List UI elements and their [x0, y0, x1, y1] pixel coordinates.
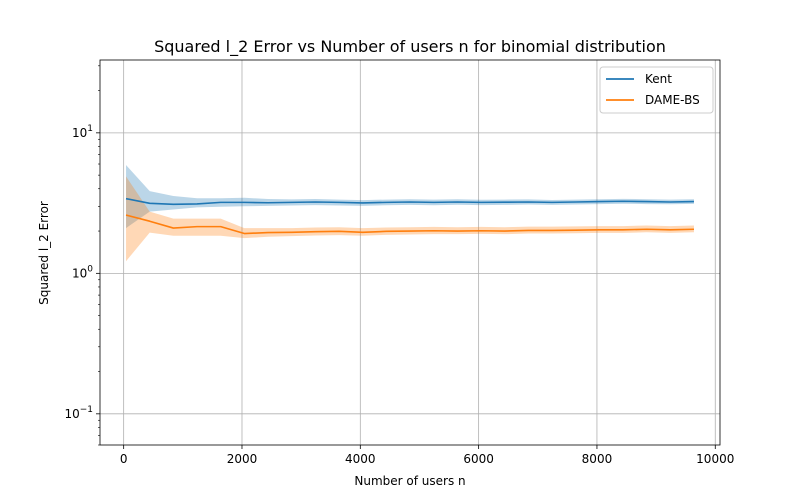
- y-axis-title: Squared l_2 Error: [37, 201, 51, 305]
- x-axis-title: Number of users n: [354, 474, 465, 488]
- x-tick-label: 0: [120, 452, 128, 466]
- y-tick-base: 10: [72, 266, 87, 280]
- y-tick-base: 10: [64, 407, 79, 421]
- y-tick-exponent: −1: [80, 405, 93, 415]
- series-line-0: [125, 197, 694, 206]
- x-tick-label: 2000: [227, 452, 258, 466]
- axes-frame: [99, 59, 721, 446]
- legend: Kent DAME-BS: [599, 66, 714, 114]
- y-tick-exponent: 1: [87, 124, 93, 134]
- y-tick-exponent: 0: [87, 264, 93, 274]
- legend-label-1: DAME-BS: [645, 93, 700, 107]
- y-tick-label: 100: [72, 264, 93, 280]
- x-tick-label: 8000: [582, 452, 613, 466]
- y-tick-base: 10: [72, 126, 87, 140]
- x-tick-label: 6000: [463, 452, 494, 466]
- x-tick-label: 10000: [696, 452, 734, 466]
- series-line-1: [125, 214, 694, 235]
- x-tick-label: 4000: [345, 452, 376, 466]
- y-tick-label: 10−1: [64, 405, 93, 421]
- legend-label-0: Kent: [645, 72, 672, 86]
- chart-title: Squared l_2 Error vs Number of users n f…: [154, 37, 666, 57]
- y-tick-label: 101: [72, 124, 93, 140]
